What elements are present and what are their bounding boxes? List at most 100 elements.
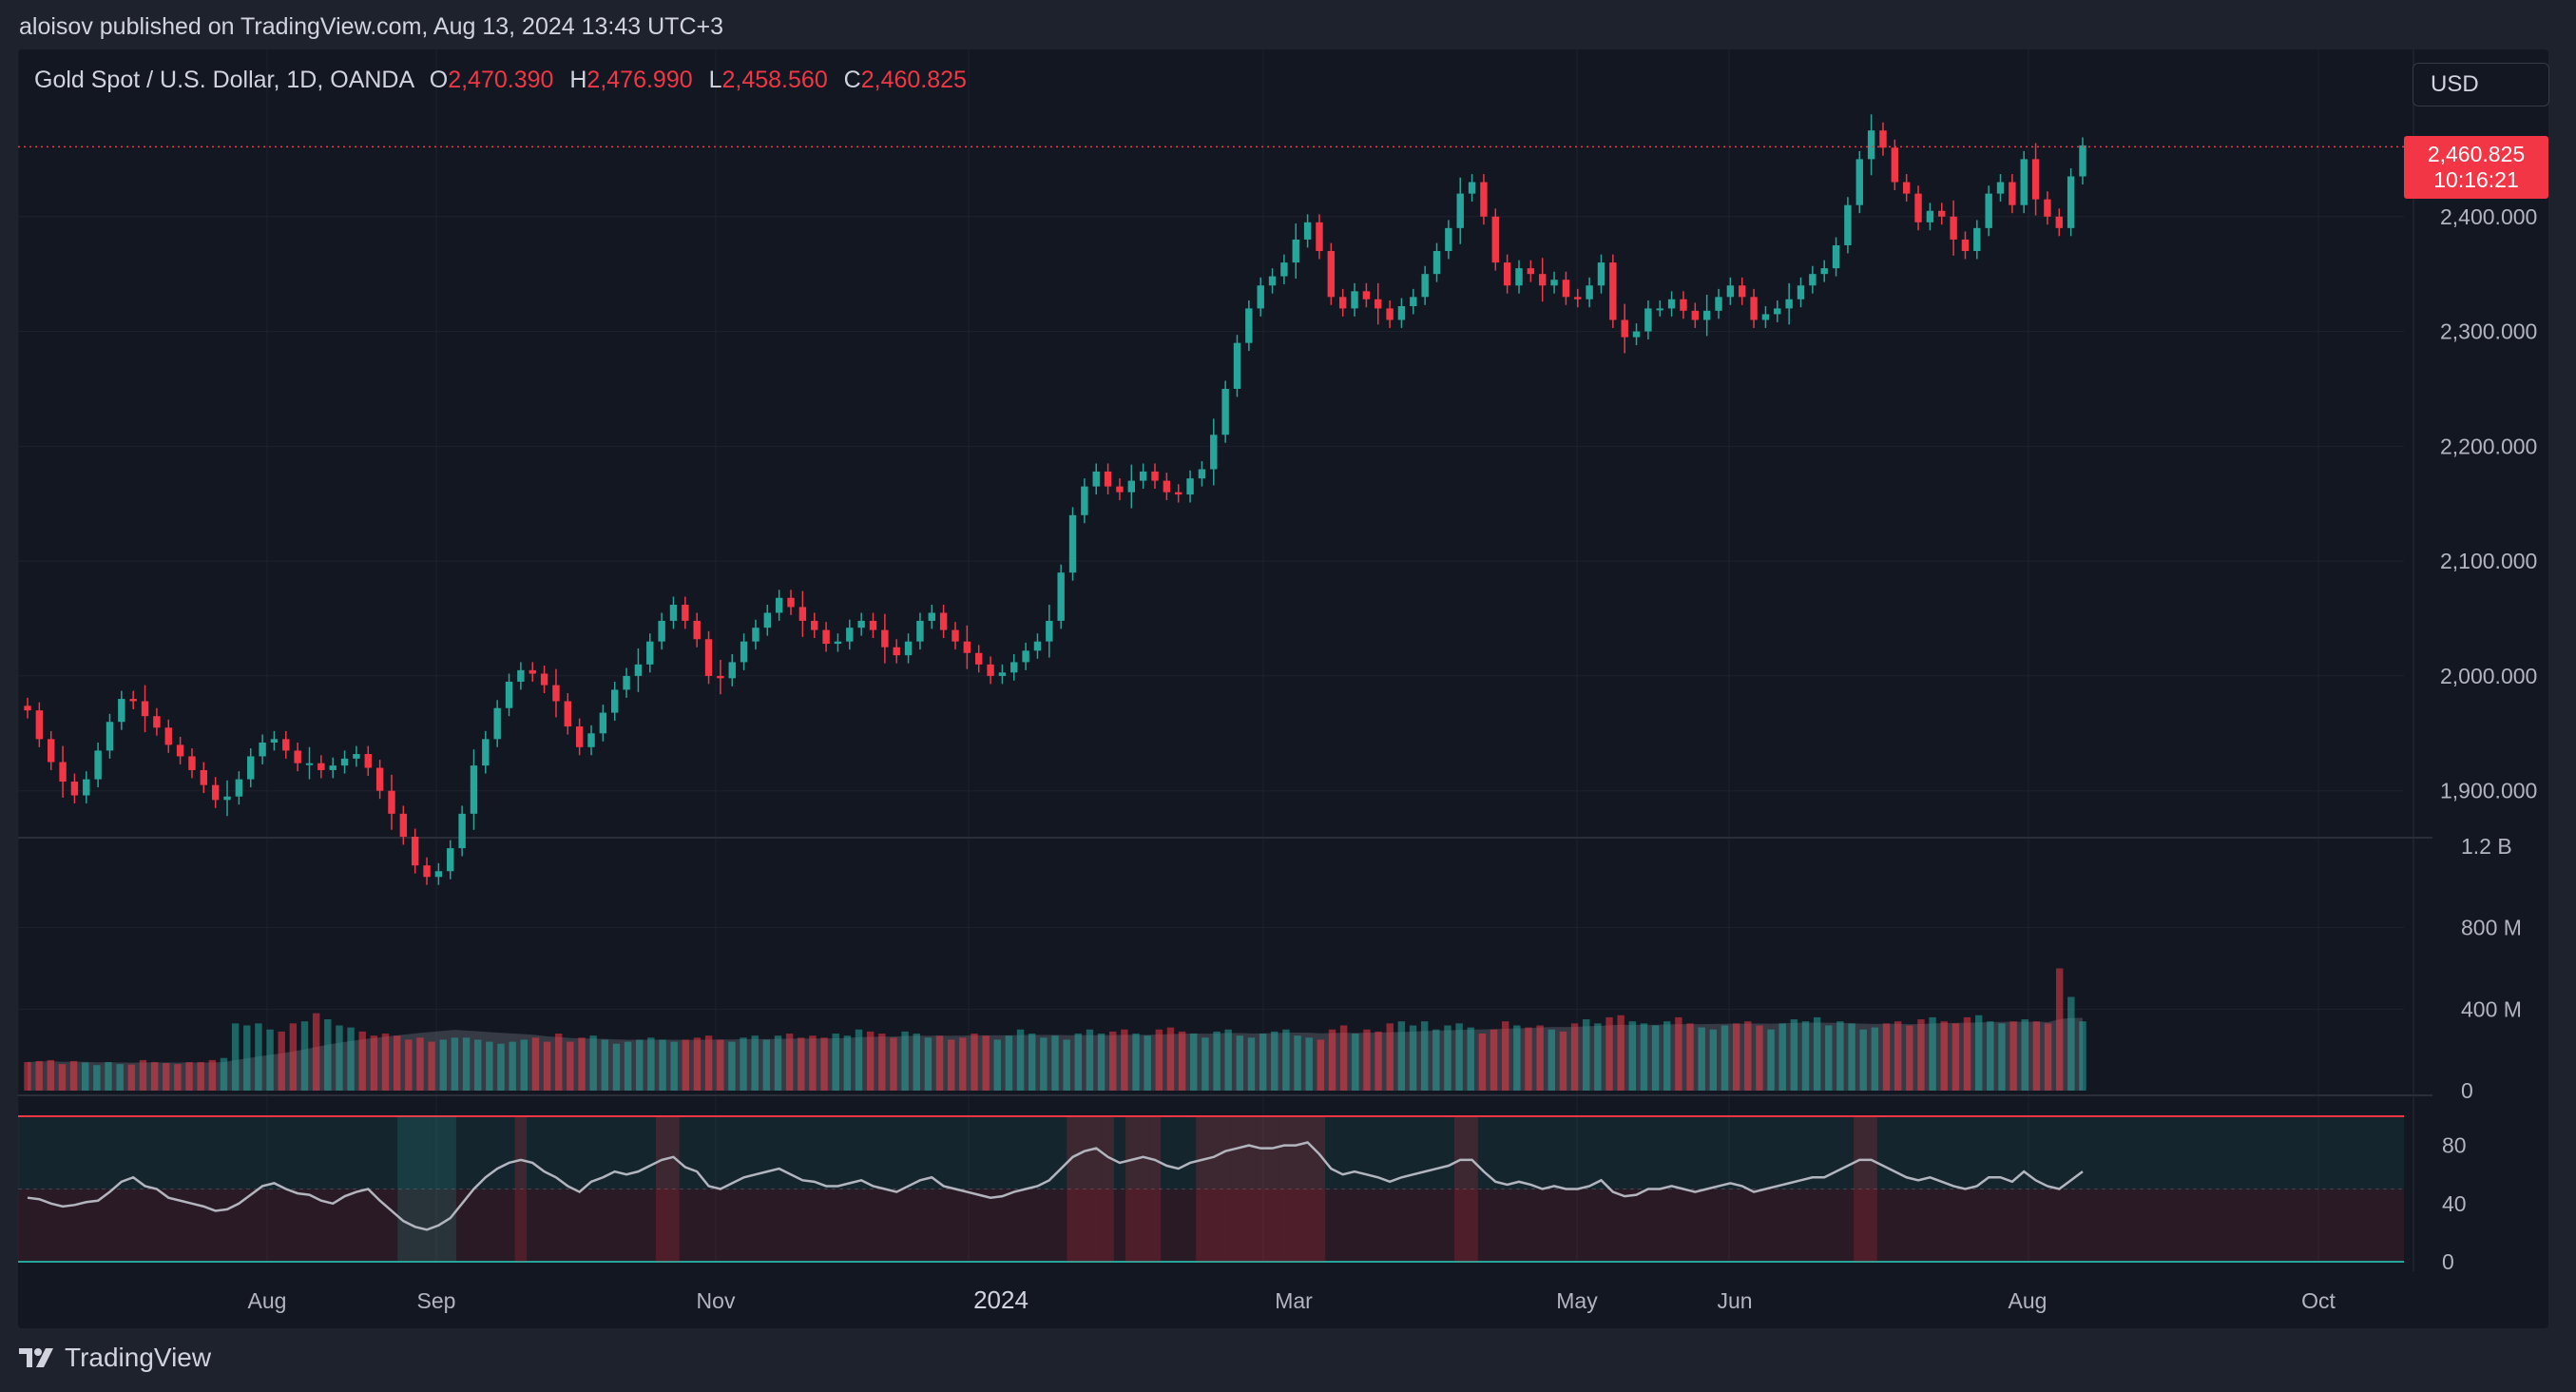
candle-body (1527, 268, 1535, 275)
volume-bar (1513, 1025, 1521, 1091)
candle-body (682, 605, 689, 621)
chart-panel[interactable]: 2,400.000 2,300.000 2,200.000 2,100.000 2,00… (18, 49, 2548, 1328)
volume-bar (1836, 1021, 1844, 1091)
candle-body (1667, 299, 1676, 309)
chart-canvas[interactable]: 2,400.000 2,300.000 2,200.000 2,100.000 2,00… (18, 49, 2548, 1328)
candle-body (963, 641, 971, 653)
volume-bar (127, 1064, 136, 1091)
volume-bar (1906, 1025, 1913, 1091)
volume-bar (636, 1039, 644, 1091)
rsi-overbought-band (1242, 1116, 1256, 1262)
volume-bar (728, 1041, 736, 1091)
rsi-overbought-band (1137, 1116, 1149, 1262)
volume-bar (1929, 1016, 1936, 1091)
volume-bar (1201, 1037, 1209, 1091)
rsi-axis-tick-label: 40 (2442, 1191, 2467, 1216)
volume-bar (762, 1039, 771, 1091)
currency-button[interactable]: USD (2413, 63, 2549, 106)
candle-body (822, 629, 830, 645)
rsi-overbought-band (1148, 1116, 1162, 1262)
candle-body (2009, 182, 2016, 205)
rsi-overbought-band (1067, 1116, 1079, 1262)
volume-bar (751, 1035, 759, 1091)
rsi-overbought-band (1102, 1116, 1114, 1262)
volume-bar (2067, 996, 2075, 1091)
rsi-overbought-band (1196, 1116, 1208, 1262)
candle-body (552, 685, 560, 702)
volume-bar (1709, 1029, 1718, 1091)
volume-bar (647, 1037, 655, 1091)
candle-body (423, 865, 431, 878)
volume-bar (601, 1039, 609, 1091)
candle-body (1410, 297, 1417, 306)
tradingview-logo-icon (19, 1348, 53, 1367)
candle-body (294, 750, 301, 764)
volume-bar (197, 1062, 204, 1091)
candle-body (693, 620, 701, 640)
volume-bar (486, 1041, 493, 1091)
candle-body (1761, 314, 1770, 320)
volume-bar (1282, 1029, 1290, 1091)
volume-bar (1121, 1029, 1128, 1091)
symbol-legend[interactable]: Gold Spot / U.S. Dollar, 1D, OANDA O2,47… (34, 67, 967, 94)
candle-body (1127, 480, 1136, 493)
volume-bar (1790, 1019, 1798, 1091)
candle-body (70, 782, 79, 796)
volume-bar (1155, 1029, 1163, 1091)
rsi-overbought-band (655, 1116, 668, 1262)
candle-body (1938, 210, 1946, 217)
candle-body (1902, 182, 1911, 194)
candle-body (1879, 130, 1887, 148)
symbol-title: Gold Spot / U.S. Dollar, 1D, OANDA (34, 67, 413, 93)
candle-body (1680, 299, 1687, 311)
price-axis-tick-label: 2,200.000 (2440, 434, 2537, 458)
volume-bar (1686, 1023, 1694, 1091)
footer-brand[interactable]: TradingView (19, 1343, 211, 1373)
volume-bar (520, 1039, 528, 1091)
candle-body (24, 706, 31, 711)
rsi-oversold-band (420, 1116, 433, 1262)
candle-body (1010, 662, 1018, 673)
candle-body (1116, 486, 1124, 493)
volume-bar (1848, 1023, 1855, 1091)
candle-body (1609, 262, 1617, 320)
candle-body (83, 779, 90, 796)
rsi-lower-zone (18, 1189, 2404, 1262)
volume-bar (1640, 1023, 1648, 1091)
candle-body (1151, 471, 1159, 481)
volume-bar (428, 1041, 435, 1091)
volume-bar (1028, 1034, 1036, 1091)
volume-bar (393, 1035, 401, 1091)
volume-bar (947, 1039, 955, 1091)
volume-bar (1375, 1031, 1382, 1091)
rsi-oversold-band (409, 1116, 421, 1262)
volume-bar (1271, 1031, 1278, 1091)
volume-bar (1767, 1029, 1775, 1091)
candle-body (1715, 297, 1722, 311)
candle-body (259, 742, 266, 757)
volume-bar (1617, 1015, 1624, 1091)
volume-bar (370, 1035, 378, 1091)
candle-body (787, 597, 795, 608)
candle-body (846, 628, 854, 642)
rsi-overbought-band (1090, 1116, 1103, 1262)
rsi-overbought-band (1125, 1116, 1138, 1262)
volume-axis-tick-label: 800 M (2461, 916, 2522, 940)
volume-bar (231, 1023, 240, 1091)
candle-body (646, 641, 654, 665)
low-value: 2,458.560 (721, 67, 828, 93)
volume-bar (1594, 1023, 1602, 1091)
candle-body (317, 763, 325, 770)
candle-body (447, 848, 454, 872)
volume-bar (866, 1031, 875, 1091)
candle-body (1033, 641, 1042, 651)
volume-bar (1756, 1025, 1763, 1091)
rsi-overbought-band (1231, 1116, 1243, 1262)
candle-body (1292, 239, 1299, 263)
volume-bar (1236, 1035, 1244, 1091)
candle-body (434, 871, 443, 878)
candle-body (1210, 435, 1218, 470)
volume-bar (1536, 1025, 1544, 1091)
volume-bar (497, 1043, 505, 1091)
volume-bar (1490, 1029, 1498, 1091)
